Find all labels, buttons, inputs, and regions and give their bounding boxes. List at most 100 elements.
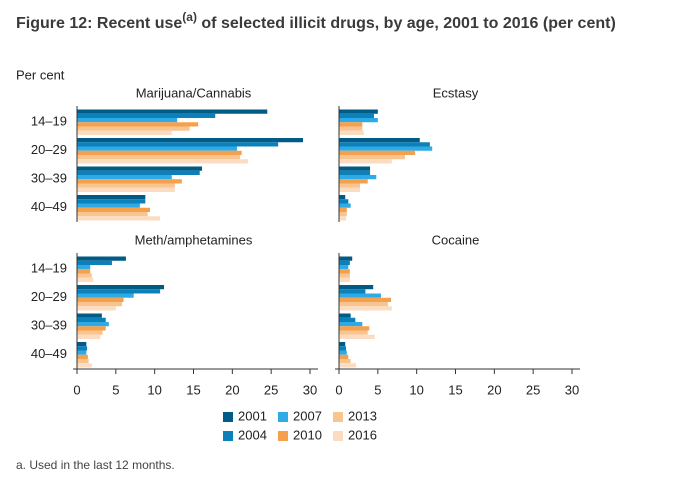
bar [339, 317, 356, 322]
bar [77, 109, 268, 114]
y-tick-label: 40–49 [31, 199, 67, 214]
x-tick-label: 5 [112, 382, 119, 397]
x-tick-label: 15 [186, 382, 200, 397]
legend-swatch [278, 412, 288, 422]
bar [77, 150, 242, 155]
x-tick-label: 10 [409, 382, 423, 397]
footnote: a. Used in the last 12 months. [16, 458, 175, 472]
bar [77, 293, 134, 298]
bar [77, 342, 87, 347]
bar [339, 126, 363, 131]
x-tick-label: 25 [526, 382, 540, 397]
x-tick-label: 0 [335, 382, 342, 397]
bar [339, 273, 350, 278]
bar [77, 159, 248, 164]
bar [339, 363, 357, 368]
panel-title: Ecstasy [433, 85, 479, 100]
bar [77, 260, 112, 265]
legend-swatch [333, 431, 343, 441]
bar [77, 179, 182, 184]
bar [77, 273, 92, 278]
bar [77, 155, 241, 160]
bar [339, 212, 347, 217]
bar [77, 289, 161, 294]
bar [339, 170, 371, 175]
bar [77, 297, 124, 302]
bar [339, 322, 363, 327]
bar [77, 113, 216, 118]
bar [339, 142, 430, 147]
bar [339, 113, 374, 118]
legend-label: 2016 [348, 427, 377, 442]
bar [339, 166, 371, 171]
bar [77, 330, 103, 335]
bar [77, 326, 106, 331]
title-start: Figure 12: Recent use [16, 15, 182, 32]
axis-label: Per cent [16, 67, 65, 82]
legend-label: 2010 [293, 427, 322, 442]
bar [77, 322, 109, 327]
y-tick-label: 30–39 [31, 171, 67, 186]
bar [77, 166, 203, 171]
bar [77, 317, 106, 322]
bar [77, 130, 172, 135]
bar [77, 277, 94, 282]
legend-label: 2004 [238, 427, 267, 442]
bar [339, 359, 351, 364]
bar [77, 199, 146, 204]
y-tick-label: 20–29 [31, 289, 67, 304]
bar [77, 265, 91, 270]
bar [339, 175, 377, 180]
bar [339, 150, 416, 155]
bar [77, 195, 146, 200]
bar [339, 146, 433, 151]
bar [77, 183, 175, 188]
x-tick-label: 25 [264, 382, 278, 397]
bar [339, 313, 351, 318]
bar [77, 285, 164, 290]
y-tick-label: 40–49 [31, 346, 67, 361]
bar [339, 297, 392, 302]
legend-swatch [278, 431, 288, 441]
bar [339, 293, 381, 298]
bar [339, 342, 346, 347]
title-end: of selected illicit drugs, by age, 2001 … [197, 15, 616, 32]
x-tick-label: 15 [448, 382, 462, 397]
y-tick-label: 20–29 [31, 142, 67, 157]
bar [77, 256, 126, 261]
x-tick-label: 20 [487, 382, 501, 397]
bar [339, 195, 346, 200]
x-tick-label: 0 [73, 382, 80, 397]
bar [339, 334, 375, 339]
bar [339, 159, 392, 164]
bar [77, 146, 237, 151]
legend-swatch [223, 412, 233, 422]
bar [339, 179, 368, 184]
bar [339, 187, 360, 192]
bar [339, 260, 350, 265]
y-tick-label: 14–19 [31, 114, 67, 129]
bar [339, 326, 370, 331]
bar [77, 175, 172, 180]
bar [339, 256, 353, 261]
bar [339, 277, 350, 282]
bar [77, 302, 123, 307]
bar [77, 269, 91, 274]
bar [77, 207, 151, 212]
bar [339, 346, 346, 351]
bar [77, 118, 178, 123]
bar [77, 354, 88, 359]
bar [77, 138, 304, 143]
bar [339, 269, 350, 274]
bar [339, 118, 378, 123]
bar [339, 354, 349, 359]
bar [339, 306, 392, 311]
title-note: (a) [182, 10, 197, 24]
panel-title: Cocaine [432, 232, 480, 247]
y-tick-label: 30–39 [31, 318, 67, 333]
legend-swatch [333, 412, 343, 422]
bar [77, 334, 101, 339]
bar [339, 130, 364, 135]
bar [339, 285, 374, 290]
